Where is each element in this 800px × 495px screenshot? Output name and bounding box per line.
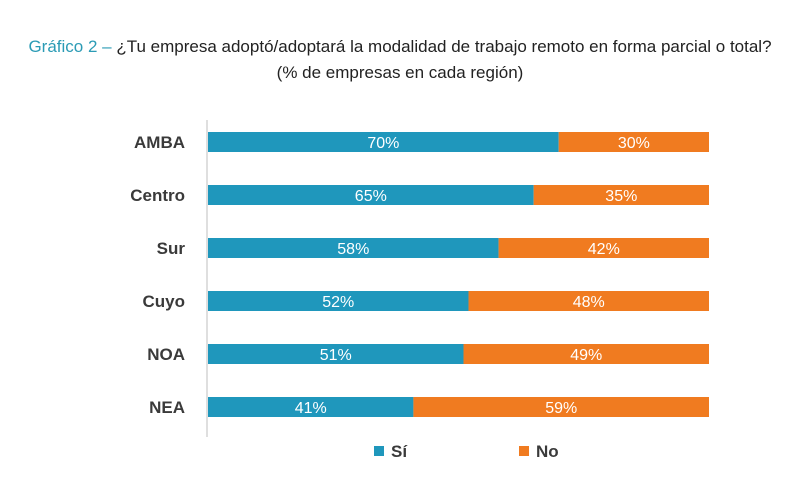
legend-swatch-si: [374, 446, 384, 456]
value-label-sur-si: 58%: [337, 241, 369, 258]
chart-title-prefix: Gráfico 2 –: [28, 37, 112, 56]
chart-title-text: ¿Tu empresa adoptó/adoptará la modalidad…: [116, 37, 772, 56]
value-label-amba-si: 70%: [367, 135, 399, 152]
value-label-nea-si: 41%: [295, 400, 327, 417]
value-label-amba-no: 30%: [618, 135, 650, 152]
chart-title-block: Gráfico 2 – ¿Tu empresa adoptó/adoptará …: [0, 34, 800, 86]
bar-nea-no: [413, 397, 709, 417]
bar-amba-no: [558, 132, 709, 152]
category-label-nea: NEA: [149, 398, 185, 417]
value-label-noa-no: 49%: [570, 347, 602, 364]
value-label-nea-no: 59%: [545, 400, 577, 417]
bar-noa-si: [208, 344, 464, 364]
bar-sur-no: [498, 238, 709, 258]
value-label-cuyo-si: 52%: [322, 294, 354, 311]
legend-label-no: No: [536, 442, 559, 461]
legend-label-si: Sí: [391, 442, 408, 461]
category-label-amba: AMBA: [134, 133, 185, 152]
value-label-cuyo-no: 48%: [573, 294, 605, 311]
bar-cuyo-no: [468, 291, 709, 311]
category-label-noa: NOA: [147, 345, 185, 364]
category-label-cuyo: Cuyo: [143, 292, 186, 311]
bar-nea-si: [208, 397, 414, 417]
bar-centro-si: [208, 185, 534, 205]
value-label-sur-no: 42%: [588, 241, 620, 258]
bar-cuyo-si: [208, 291, 469, 311]
value-label-centro-si: 65%: [355, 188, 387, 205]
bar-centro-no: [533, 185, 709, 205]
chart-title: Gráfico 2 – ¿Tu empresa adoptó/adoptará …: [0, 34, 800, 60]
chart-subtitle: (% de empresas en cada región): [276, 63, 524, 82]
category-label-sur: Sur: [157, 239, 186, 258]
bar-noa-no: [463, 344, 709, 364]
legend-swatch-no: [519, 446, 529, 456]
value-label-centro-no: 35%: [605, 188, 637, 205]
category-label-centro: Centro: [130, 186, 185, 205]
value-label-noa-si: 51%: [320, 347, 352, 364]
bar-amba-si: [208, 132, 559, 152]
bar-sur-si: [208, 238, 499, 258]
